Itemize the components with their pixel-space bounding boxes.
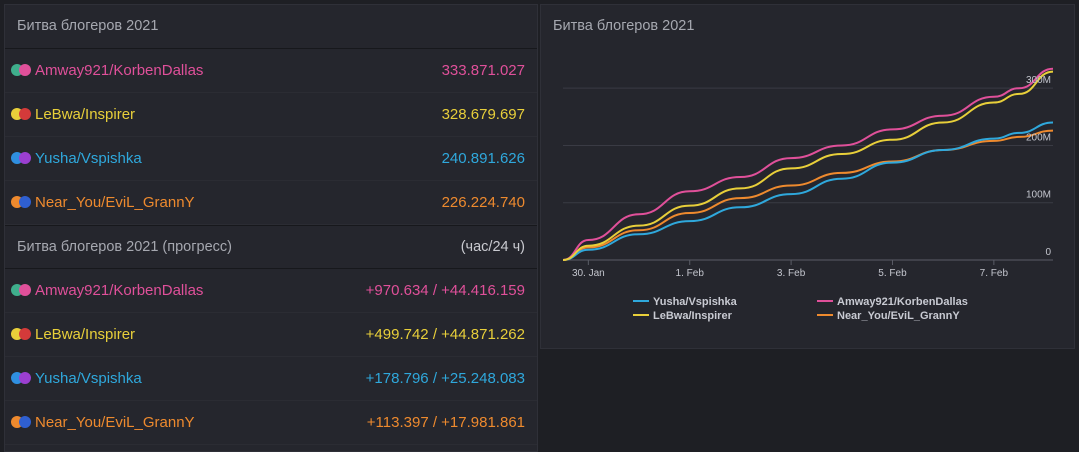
legend-label: Near_You/EviL_GrannY (837, 310, 960, 322)
chart-title: Битва блогеров 2021 (553, 18, 695, 34)
team-name: Yusha/Vspishka (35, 150, 142, 167)
chart-header: Битва блогеров 2021 (541, 5, 1074, 49)
y-tick-label: 200M (1026, 132, 1051, 143)
y-tick-label: 0 (1045, 247, 1051, 258)
team-total: 240.891.626 (441, 150, 525, 167)
player-dot-icon (19, 284, 31, 296)
team-dots-icon (11, 284, 33, 298)
team-dots-icon (11, 108, 33, 122)
series-line-yusha-vspishka (562, 121, 1054, 261)
y-tick-label: 300M (1026, 75, 1051, 86)
totals-row: Yusha/Vspishka 240.891.626 (5, 137, 537, 181)
line-chart: 0 100M 200M 300M 30. Jan 1. Feb 3. Feb 5. Feb 7… (562, 67, 1054, 322)
team-total: 328.679.697 (441, 106, 525, 123)
progress-unit: (час/24 ч) (460, 239, 525, 255)
totals-row: LeBwa/Inspirer 328.679.697 (5, 93, 537, 137)
progress-row: LeBwa/Inspirer +499.742 / +44.871.262 (5, 313, 537, 357)
x-tick-label: 5. Feb (878, 268, 907, 279)
progress-title: Битва блогеров 2021 (прогресс) (17, 239, 232, 255)
progress-header: Битва блогеров 2021 (прогресс) (час/24 ч… (5, 225, 537, 269)
team-dots-icon (11, 372, 33, 386)
player-dot-icon (19, 328, 31, 340)
x-tick-label: 30. Jan (572, 268, 605, 279)
progress-row: Amway921/KorbenDallas +970.634 / +44.416… (5, 269, 537, 313)
x-tick-label: 3. Feb (777, 268, 806, 279)
progress-list: Amway921/KorbenDallas +970.634 / +44.416… (5, 269, 537, 445)
player-dot-icon (19, 152, 31, 164)
totals-row: Near_You/EviL_GrannY 226.224.740 (5, 181, 537, 225)
legend-label: Yusha/Vspishka (653, 296, 738, 308)
blogger-stats-panel: Битва блогеров 2021 Amway921/KorbenDalla… (4, 4, 538, 452)
progress-row: Near_You/EviL_GrannY +113.397 / +17.981.… (5, 401, 537, 445)
team-name: LeBwa/Inspirer (35, 106, 136, 123)
x-tick-label: 1. Feb (676, 268, 705, 279)
totals-header: Битва блогеров 2021 (5, 5, 537, 49)
team-progress: +178.796 / +25.248.083 (365, 370, 525, 387)
team-progress: +970.634 / +44.416.159 (365, 282, 525, 299)
team-name: Near_You/EviL_GrannY (35, 194, 195, 211)
team-dots-icon (11, 328, 33, 342)
team-name: LeBwa/Inspirer (35, 326, 136, 343)
series-line-near-you-evil-granny (562, 129, 1054, 261)
player-dot-icon (19, 196, 31, 208)
team-total: 333.871.027 (441, 62, 525, 79)
player-dot-icon (19, 108, 31, 120)
team-progress: +499.742 / +44.871.262 (365, 326, 525, 343)
player-dot-icon (19, 372, 31, 384)
player-dot-icon (19, 416, 31, 428)
player-dot-icon (19, 64, 31, 76)
totals-title: Битва блогеров 2021 (17, 18, 159, 34)
team-dots-icon (11, 152, 33, 166)
team-dots-icon (11, 416, 33, 430)
team-progress: +113.397 / +17.981.861 (366, 414, 525, 431)
chart-panel: Битва блогеров 2021 0 100M 200M 300M 30. Ja… (540, 4, 1075, 349)
series-line-amway921-korbendallas (562, 67, 1054, 261)
team-name: Amway921/KorbenDallas (35, 282, 204, 299)
y-tick-label: 100M (1026, 190, 1051, 201)
totals-row: Amway921/KorbenDallas 333.871.027 (5, 49, 537, 93)
team-name: Near_You/EviL_GrannY (35, 414, 195, 431)
legend-label: Amway921/KorbenDallas (837, 296, 968, 308)
totals-list: Amway921/KorbenDallas 333.871.027 LeBwa/… (5, 49, 537, 225)
x-tick-label: 7. Feb (980, 268, 1009, 279)
progress-row: Yusha/Vspishka +178.796 / +25.248.083 (5, 357, 537, 401)
team-total: 226.224.740 (441, 194, 525, 211)
series-line-lebwa-inspirer (562, 70, 1054, 261)
legend-label: LeBwa/Inspirer (653, 310, 733, 322)
team-name: Yusha/Vspishka (35, 370, 142, 387)
team-name: Amway921/KorbenDallas (35, 62, 204, 79)
team-dots-icon (11, 196, 33, 210)
team-dots-icon (11, 64, 33, 78)
